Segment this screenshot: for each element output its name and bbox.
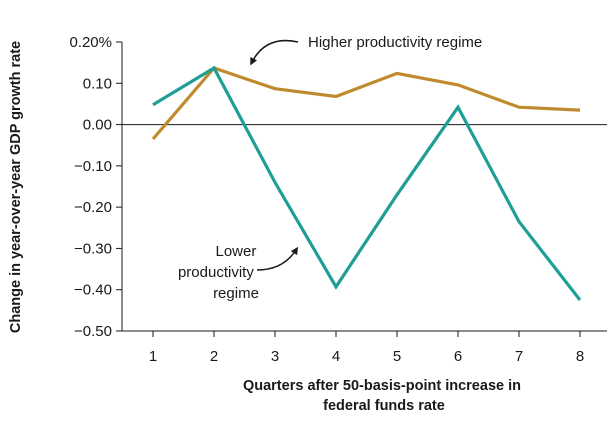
annotation-lower-label: Lower productivity regime	[178, 243, 261, 302]
y-axis-title: Change in year-over-year GDP growth rate	[8, 41, 24, 333]
y-tick-label: −0.10	[74, 158, 112, 175]
annotation-higher-arrow	[250, 39, 299, 66]
annotation-lower-arrow	[256, 246, 299, 271]
annotation-lower-line-3: regime	[213, 285, 259, 302]
annotation-higher-label: Higher productivity regime	[308, 34, 482, 51]
x-tick-label: 1	[149, 348, 157, 365]
x-tick-label: 2	[210, 348, 218, 365]
x-ticks: 1 2 3 4 5 6 7 8	[149, 331, 584, 365]
x-axis-title: Quarters after 50-basis-point increase i…	[243, 378, 525, 414]
series-layer	[151, 65, 582, 301]
series-line-higher	[151, 66, 581, 141]
x-tick-label: 8	[576, 348, 584, 365]
x-axis-title-line-2: federal funds rate	[323, 398, 445, 414]
x-axis-title-line-1: Quarters after 50-basis-point increase i…	[243, 378, 521, 394]
x-tick-label: 7	[515, 348, 523, 365]
y-tick-label: −0.20	[74, 199, 112, 216]
series-line-lower	[152, 65, 582, 301]
y-tick-label: 0.00	[83, 117, 112, 134]
y-tick-label: −0.50	[74, 323, 112, 340]
y-tick-label: −0.40	[74, 282, 112, 299]
annotation-lower-line-2: productivity	[178, 264, 254, 281]
y-tick-label: 0.20%	[69, 34, 112, 51]
y-tick-label: −0.30	[74, 240, 112, 257]
x-tick-label: 4	[332, 348, 340, 365]
x-tick-label: 6	[454, 348, 462, 365]
x-tick-label: 3	[271, 348, 279, 365]
annotation-lower-line-1: Lower	[215, 243, 256, 260]
x-tick-label: 5	[393, 348, 401, 365]
y-ticks: 0.20% 0.10 0.00 −0.10 −0.20 −0.30 −0.40 −0.50	[69, 34, 122, 340]
y-tick-label: 0.10	[83, 75, 112, 92]
